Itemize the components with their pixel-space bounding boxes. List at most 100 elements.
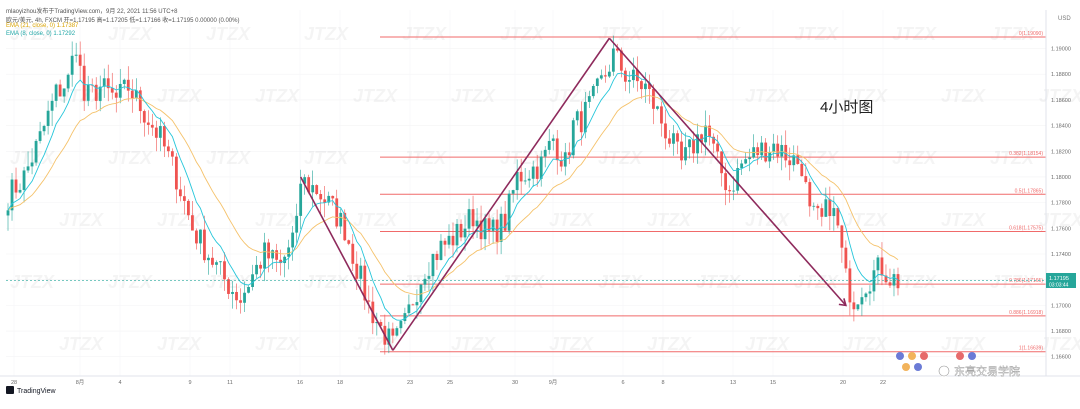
x-tick-label: 11: [227, 380, 233, 386]
watermark-text: JTZX: [549, 86, 594, 106]
candle-body: [812, 205, 816, 207]
candle-body: [395, 328, 399, 336]
candle-body: [792, 155, 796, 166]
candle-body: [375, 321, 379, 324]
pattern-line[interactable]: [299, 176, 394, 351]
candle-body: [816, 205, 820, 209]
chart-ohlc: 欧元/美元, 4h, FXCM 开=1.17195 高=1.17205 低=1.…: [6, 18, 240, 24]
candle-body: [615, 48, 619, 51]
candle-body: [832, 208, 836, 217]
y-tick-label: 1.16800: [1051, 329, 1071, 335]
tradingview-logo-text: TradingView: [17, 388, 56, 395]
candle-body: [583, 101, 587, 133]
candle-body: [247, 286, 250, 293]
candle-body: [187, 200, 190, 216]
candle-body: [463, 228, 467, 238]
x-tick-label: 25: [447, 380, 453, 386]
candle-body: [864, 293, 868, 298]
candle-body: [736, 168, 740, 191]
watermark-text: JTZX: [157, 334, 202, 354]
candle-body: [788, 160, 792, 166]
candle-body: [740, 163, 744, 169]
candle-body: [744, 159, 748, 164]
candle-body: [880, 257, 884, 276]
candle-body: [567, 152, 571, 156]
candle-body: [367, 300, 371, 302]
watermark-text: JTZX: [990, 24, 1035, 44]
candle-body: [307, 177, 311, 193]
candle-body: [134, 90, 138, 99]
pattern-line[interactable]: [392, 37, 611, 351]
candle-body: [251, 274, 254, 287]
candle-body: [154, 127, 158, 138]
ema-21-line: [7, 95, 899, 296]
watermark-text: JTZX: [794, 272, 839, 292]
candle-body: [680, 141, 683, 161]
candle-body: [331, 195, 335, 199]
candle-body: [343, 212, 347, 241]
fib-label: 0.382(1.18154): [1009, 151, 1043, 157]
emoji-icon: [896, 352, 904, 360]
last-price-value: 1.17195: [1049, 276, 1069, 282]
candle-body: [764, 142, 768, 162]
x-tick-label: 6: [621, 380, 624, 386]
candle-body: [118, 83, 122, 98]
candle-body: [78, 54, 82, 66]
ema-legend-21[interactable]: EMA (21, close, 0) 1.17387: [6, 23, 79, 29]
candle-body: [808, 182, 812, 207]
candle-body: [700, 134, 703, 143]
x-tick-label: 8月: [76, 379, 85, 386]
candle-body: [571, 120, 575, 156]
candle-body: [591, 85, 595, 97]
x-tick-label: 18: [337, 380, 343, 386]
time-axis[interactable]: 28 8月 4 9 11 16 18 23 25 30 9月 6 8 13 15 20 22: [0, 375, 1080, 386]
ema-legend-8[interactable]: EMA (8, close, 0) 1.17292: [6, 31, 76, 37]
candle-body: [355, 263, 359, 279]
candle-body: [387, 328, 391, 345]
pattern-line[interactable]: [608, 37, 847, 306]
candle-body: [26, 166, 30, 171]
candle-body: [660, 106, 663, 124]
candle-body: [22, 170, 26, 190]
watermark-text: JTZX: [598, 148, 643, 168]
candle-body: [688, 139, 691, 148]
candle-body: [14, 179, 18, 193]
candle-body: [6, 210, 10, 216]
watermark-text: JTZX: [598, 272, 643, 292]
watermark-text: JTZX: [59, 86, 104, 106]
watermark-text: JTZX: [647, 210, 692, 230]
candle-body: [138, 90, 142, 112]
candle-body: [66, 74, 70, 89]
candle-body: [411, 304, 415, 306]
watermark-text: JTZX: [500, 272, 545, 292]
fib-label: 0(1.19090): [1019, 31, 1044, 37]
watermark-layer: JTZX JTZX JTZX JTZX JTZX JTZX JTZX JTZX JTZX JTZX…: [10, 24, 1080, 354]
candle-body: [888, 282, 892, 286]
candle-body: [170, 151, 174, 157]
tradingview-logo[interactable]: TradingView: [6, 386, 56, 395]
candle-body: [287, 247, 291, 257]
candle-body: [479, 220, 483, 240]
candle-body: [515, 171, 519, 191]
candle-body: [291, 232, 295, 248]
candle-body: [267, 242, 270, 259]
watermark-text: JTZX: [941, 210, 986, 230]
candle-body: [579, 111, 583, 133]
watermark-text: JTZX: [255, 334, 300, 354]
candle-body: [18, 189, 22, 193]
candle-body: [150, 124, 154, 128]
candle-body: [126, 79, 130, 91]
candle-body: [499, 213, 503, 242]
candle-body: [575, 111, 579, 121]
candle-body: [652, 88, 655, 109]
candle-body: [559, 160, 563, 167]
candle-body: [427, 276, 431, 279]
candle-body: [872, 270, 876, 292]
candle-body: [227, 279, 230, 294]
candle-body: [716, 143, 719, 152]
watermark-text: JTZX: [255, 86, 300, 106]
watermark-text: JTZX: [10, 24, 55, 44]
candle-body: [114, 92, 118, 98]
candle-body: [42, 125, 46, 132]
